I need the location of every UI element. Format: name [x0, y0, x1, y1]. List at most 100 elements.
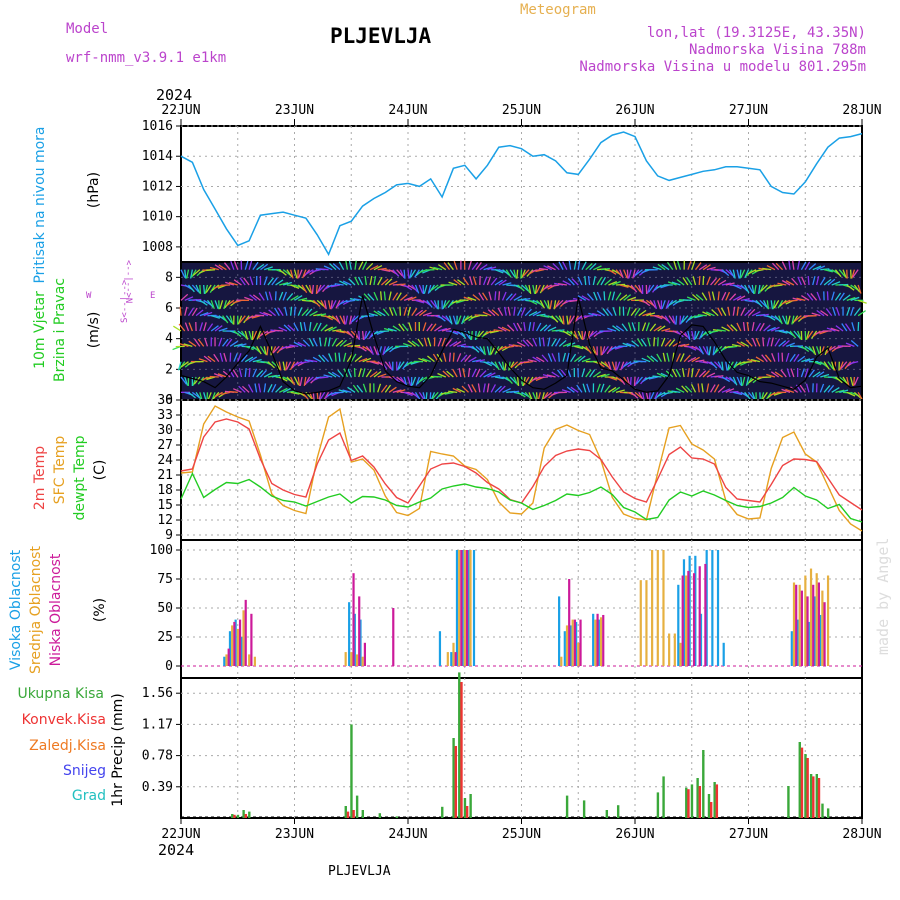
wind-arrow	[657, 263, 666, 271]
wind-arrow	[570, 353, 577, 363]
time-label-bottom: 28JUN	[842, 827, 881, 842]
wind-arrow	[485, 330, 496, 334]
wind-arrow	[600, 267, 610, 271]
wind-arrow	[251, 315, 261, 319]
wind-arrow	[363, 330, 367, 340]
precip-panel: 0.39 0.78 1.17 1.56	[142, 672, 863, 819]
wind-arrow	[516, 322, 523, 332]
wind-arrow	[342, 389, 352, 393]
wind-arrow	[517, 297, 527, 301]
sfc-temp-line	[180, 405, 863, 532]
wind-arrow	[627, 296, 637, 301]
wind-arrow	[449, 330, 459, 335]
wind-arrow	[853, 391, 862, 399]
wind-arrow	[233, 279, 242, 286]
wind-arrow	[299, 322, 303, 332]
wind-arrow	[369, 276, 373, 286]
wind-arrow	[422, 357, 431, 363]
wind-arrow	[233, 343, 243, 347]
wind-arrow	[520, 307, 526, 316]
wind-arrow	[539, 300, 546, 309]
mid-cloud-bar	[469, 550, 472, 666]
wind-arrow	[348, 260, 352, 270]
wind-arrow	[415, 299, 425, 304]
wind-arrow	[762, 337, 765, 347]
wind-arrow	[577, 260, 581, 270]
wind-arrow	[308, 321, 312, 332]
wind-arrow	[644, 376, 654, 380]
total-precip-bar	[702, 750, 705, 818]
wind-arrow	[831, 281, 841, 286]
wind-arrow	[764, 354, 772, 363]
wind-arrow	[289, 306, 293, 316]
wind-arrow	[532, 337, 538, 347]
y-tick-label: 1012	[142, 179, 173, 194]
time-axis: 22JUN 22JUN 23JUN 23JUN 24JUN 24JUN 25JUN 25JUN…	[161, 103, 881, 842]
wind-arrow	[831, 361, 835, 371]
wind-arrow	[629, 361, 639, 365]
wind-arrow	[526, 339, 534, 347]
wind-arrow	[308, 284, 313, 294]
wind-arrow	[793, 353, 800, 363]
wind-arrow	[846, 284, 855, 291]
wind-arrow	[694, 368, 701, 378]
y-tick-label: 2	[165, 362, 173, 377]
wind-arrow	[433, 266, 443, 271]
wind-arrow	[209, 266, 219, 271]
wind-arrow	[791, 315, 795, 325]
wind-arrow	[347, 386, 356, 393]
y-tick-label: 15	[157, 498, 173, 513]
wind-arrow	[259, 369, 267, 378]
wind-arrow	[539, 324, 548, 332]
wind-arrow	[211, 315, 220, 319]
wind-arrow	[383, 327, 393, 332]
wind-arrow	[592, 371, 602, 378]
wind-arrow	[584, 315, 594, 317]
wind-arrow	[652, 266, 662, 271]
wind-arrow	[687, 356, 697, 363]
wind-arrow	[248, 260, 253, 270]
mid-cloud-bar	[350, 652, 353, 666]
total-precip-bar	[350, 724, 353, 818]
wind-arrow	[797, 276, 802, 286]
wind-arrow	[427, 337, 432, 347]
wind-arrow	[825, 308, 833, 317]
wind-arrow	[626, 342, 636, 347]
wind-arrow	[796, 297, 806, 301]
wind-arrow	[486, 276, 492, 286]
wind-arrow	[327, 337, 331, 347]
wind-arrow	[849, 361, 859, 365]
wind-arrow	[214, 264, 223, 271]
wind-arrow	[252, 330, 258, 340]
wind-arrow	[426, 323, 433, 332]
time-label-bottom: 24JUN	[388, 827, 427, 842]
wind-arrow	[252, 294, 261, 301]
wind-arrow	[498, 385, 506, 393]
wind-arrow	[649, 299, 656, 308]
wind-arrow	[845, 342, 855, 347]
wind-arrow	[237, 343, 247, 347]
wind-arrow	[619, 284, 629, 288]
high-cloud-bar	[569, 625, 572, 666]
wind-arrow	[607, 361, 612, 371]
wind-arrow	[581, 368, 586, 378]
wind-arrow	[805, 358, 814, 363]
wind-arrow	[661, 300, 666, 310]
wind-arrow	[570, 330, 578, 339]
wind-arrow	[315, 284, 318, 295]
wind-arrow	[853, 308, 861, 317]
wind-arrow	[770, 300, 774, 310]
wind-arrow	[713, 277, 721, 286]
wind-arrow	[509, 293, 517, 301]
wind-arrow	[460, 354, 468, 363]
wind-arrow	[259, 311, 269, 317]
wind-arrow	[759, 322, 765, 332]
wind-arrow	[180, 376, 187, 385]
wind-arrow	[305, 308, 313, 317]
wind-arrow	[522, 269, 530, 277]
wind-arrow	[851, 322, 856, 332]
high-cloud-bar	[796, 619, 799, 666]
wind-arrow	[327, 284, 337, 288]
high-cloud-bar	[716, 550, 720, 666]
wind-arrow	[282, 387, 292, 393]
